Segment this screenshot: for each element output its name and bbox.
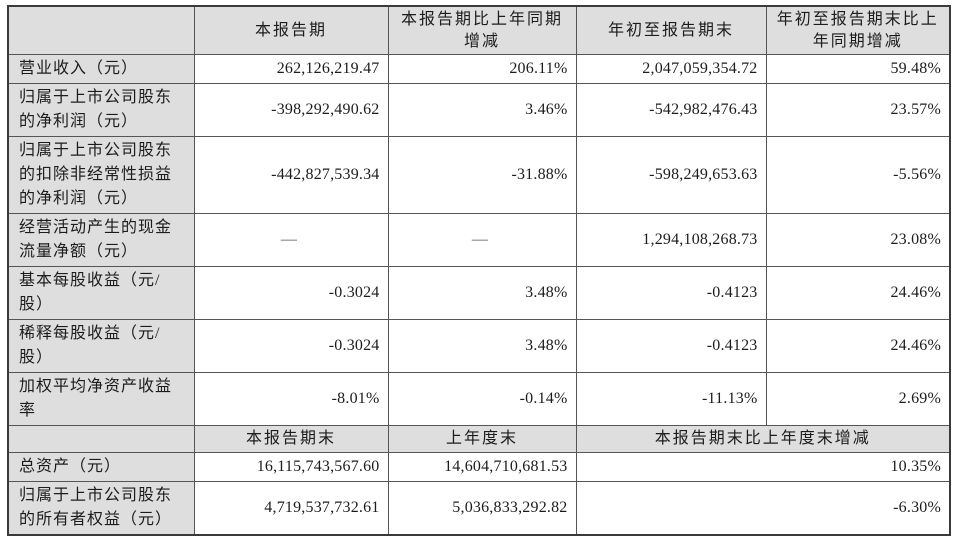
column-header-ytd-yoy-change: 年初至报告期末比上年同期增减 [765,5,951,56]
cell-value: -398,292,490.62 [193,83,389,138]
table-row-net-profit: 归属于上市公司股东的净利润（元） -398,292,490.62 3.46% -… [7,83,951,138]
cell-value: -0.14% [387,372,577,427]
cell-value: -0.3024 [193,266,389,321]
row-label: 总资产（元） [7,451,195,482]
cell-value: -0.4123 [575,266,767,321]
cell-value: 59.48% [765,54,951,85]
cell-value: -598,249,653.63 [575,136,767,215]
cell-value: 16,115,743,567.60 [193,451,389,482]
row-label: 基本每股收益（元/股） [7,266,195,321]
top-header-row: 本报告期 本报告期比上年同期增减 年初至报告期末 年初至报告期末比上年同期增减 [7,5,951,56]
table-row-basic-eps: 基本每股收益（元/股） -0.3024 3.48% -0.4123 24.46% [7,266,951,321]
table-row-owners-equity: 归属于上市公司股东的所有者权益（元） 4,719,537,732.61 5,03… [7,480,951,536]
column-header-change-vs-prior-year-end: 本报告期末比上年度末增减 [575,425,951,453]
cell-value: -0.4123 [575,319,767,374]
column-header-end-of-period: 本报告期末 [193,425,389,453]
corner-cell [7,425,195,453]
cell-value: 4,719,537,732.61 [193,480,389,536]
row-label: 归属于上市公司股东的扣除非经常性损益的净利润（元） [7,136,195,215]
cell-value: 10.35% [575,451,951,482]
cell-value-empty-dash: — [193,213,389,268]
cell-value: 14,604,710,681.53 [387,451,577,482]
table-row-weighted-avg-roe: 加权平均净资产收益率 -8.01% -0.14% -11.13% 2.69% [7,372,951,427]
cell-value: 3.48% [387,319,577,374]
cell-value: -5.56% [765,136,951,215]
row-label: 归属于上市公司股东的净利润（元） [7,83,195,138]
column-header-ytd: 年初至报告期末 [575,5,767,56]
cell-value: -31.88% [387,136,577,215]
bottom-header-row: 本报告期末 上年度末 本报告期末比上年度末增减 [7,425,951,453]
cell-value: 24.46% [765,266,951,321]
cell-value: 5,036,833,292.82 [387,480,577,536]
row-label: 经营活动产生的现金流量净额（元） [7,213,195,268]
table-row-operating-cash-flow: 经营活动产生的现金流量净额（元） — — 1,294,108,268.73 23… [7,213,951,268]
table-row-diluted-eps: 稀释每股收益（元/股） -0.3024 3.48% -0.4123 24.46% [7,319,951,374]
row-label: 营业收入（元） [7,54,195,85]
column-header-current-period: 本报告期 [193,5,389,56]
cell-value: 2,047,059,354.72 [575,54,767,85]
cell-value-empty-dash: — [387,213,577,268]
cell-value: -0.3024 [193,319,389,374]
cell-value: -8.01% [193,372,389,427]
corner-cell [7,5,195,56]
column-header-current-period-yoy-change: 本报告期比上年同期增减 [387,5,577,56]
cell-value: 24.46% [765,319,951,374]
row-label: 归属于上市公司股东的所有者权益（元） [7,480,195,536]
cell-value: 262,126,219.47 [193,54,389,85]
cell-value: -442,827,539.34 [193,136,389,215]
column-header-end-of-prior-year: 上年度末 [387,425,577,453]
row-label: 稀释每股收益（元/股） [7,319,195,374]
cell-value: 3.48% [387,266,577,321]
cell-value: 1,294,108,268.73 [575,213,767,268]
table-row-total-assets: 总资产（元） 16,115,743,567.60 14,604,710,681.… [7,451,951,482]
financial-summary-table: 本报告期 本报告期比上年同期增减 年初至报告期末 年初至报告期末比上年同期增减 … [7,5,951,536]
cell-value: 2.69% [765,372,951,427]
cell-value: -6.30% [575,480,951,536]
cell-value: 23.08% [765,213,951,268]
cell-value: 3.46% [387,83,577,138]
cell-value: 206.11% [387,54,577,85]
cell-value: -11.13% [575,372,767,427]
row-label: 加权平均净资产收益率 [7,372,195,427]
cell-value: 23.57% [765,83,951,138]
table-row-operating-revenue: 营业收入（元） 262,126,219.47 206.11% 2,047,059… [7,54,951,85]
table-row-net-profit-excl-nonrecurring: 归属于上市公司股东的扣除非经常性损益的净利润（元） -442,827,539.3… [7,136,951,215]
cell-value: -542,982,476.43 [575,83,767,138]
